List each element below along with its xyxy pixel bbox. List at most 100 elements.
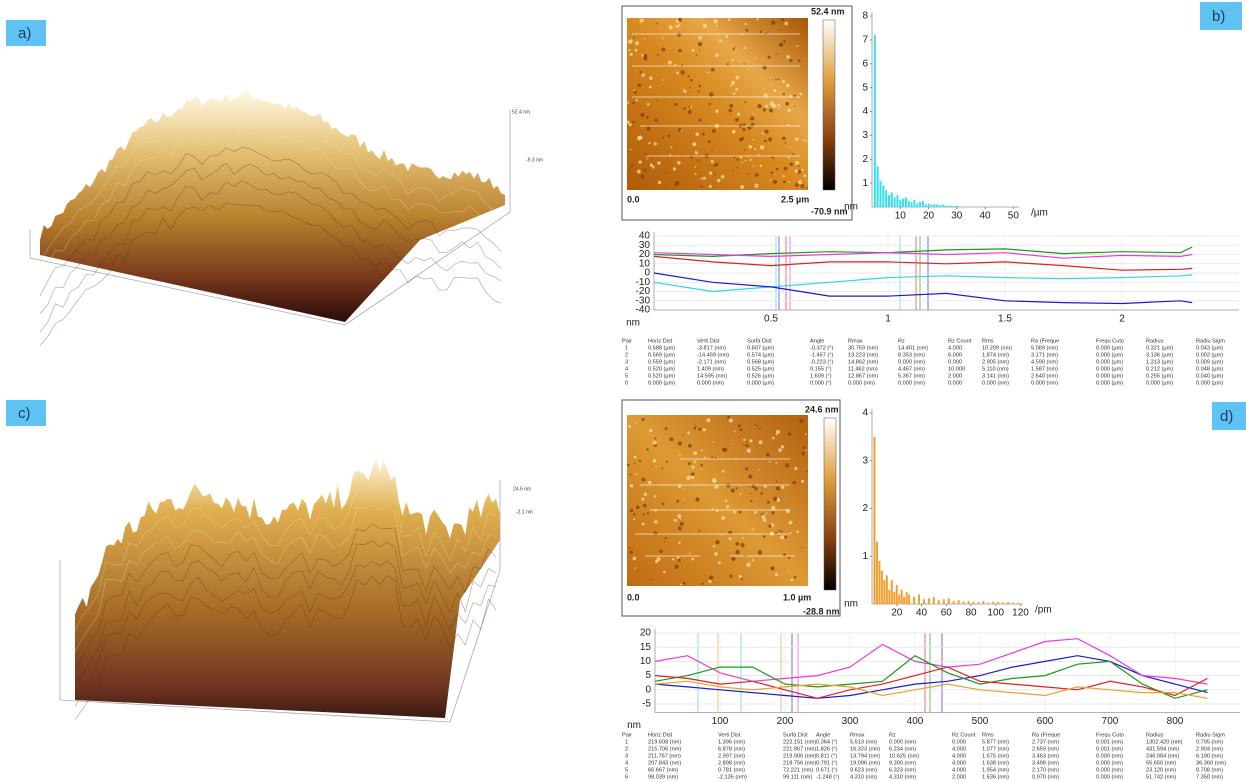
bar — [933, 204, 936, 207]
afm-grain — [745, 29, 749, 32]
surface-texture — [39, 203, 502, 346]
table-header: Rms — [982, 732, 994, 738]
afm-grain — [760, 492, 763, 495]
afm-grain — [635, 41, 639, 46]
table-cell: 4.000 — [948, 345, 962, 351]
afm-grain — [633, 455, 637, 459]
afm-grain — [635, 422, 637, 424]
afm-grain — [730, 80, 736, 85]
table-cell: 1.409 (nm) — [697, 366, 724, 372]
table-cell: 0.520 (µm) — [648, 373, 675, 379]
afm-grain — [743, 63, 745, 65]
panel-label: b) — [1212, 8, 1225, 25]
afm-grain — [649, 428, 653, 433]
table-cell: 6.234 (nm) — [889, 746, 916, 752]
afm-grain — [786, 142, 788, 144]
afm-grain — [678, 48, 682, 53]
table-header: Rmax — [848, 338, 863, 344]
table-cell: 3.463 (nm) — [1032, 753, 1059, 759]
table-cell: 0.040 (µm) — [1196, 373, 1223, 379]
afm-grain — [674, 518, 677, 522]
bar — [900, 589, 903, 604]
table-cell: 5.110 (nm) — [982, 366, 1009, 372]
table-header: Rz Count — [948, 338, 972, 344]
afm-grain — [773, 173, 776, 175]
surface-texture — [74, 485, 497, 632]
afm-grain — [744, 160, 747, 162]
y-axis-label: nm — [626, 318, 640, 329]
surface-texture — [39, 179, 502, 333]
afm-grain — [653, 495, 657, 498]
tables: Pair Horiz Dist Verti Dist Surfa Dist Angle R… — [622, 338, 1226, 780]
afm-grain — [695, 497, 700, 502]
bar — [997, 602, 1000, 604]
afm-grain — [757, 103, 762, 109]
afm-grain — [646, 102, 650, 106]
bar — [942, 599, 945, 604]
afm-grain — [736, 158, 739, 161]
afm-grain — [641, 417, 645, 421]
afm-grain — [714, 457, 717, 459]
panel-label: c) — [18, 405, 31, 422]
bar — [962, 601, 965, 604]
afm-grain — [741, 161, 744, 164]
afm-grain — [787, 156, 790, 159]
afm-grain — [637, 136, 642, 141]
table-cell: 66.667 (nm) — [648, 767, 678, 773]
bar — [977, 602, 980, 604]
table-cell: 0.520 (µm) — [648, 366, 675, 372]
bar — [878, 561, 881, 604]
afm-grain — [799, 418, 804, 424]
afm-grain — [637, 83, 641, 88]
table-cell: 0.000 (µm) — [1096, 373, 1123, 379]
table-cell: 0.569 (µm) — [648, 352, 675, 358]
table-header: Radius — [1146, 732, 1164, 738]
table-cell: 0.000 (nm) — [848, 380, 875, 386]
afm-grain — [629, 550, 633, 554]
afm-grain — [748, 485, 751, 488]
table-cell: 30.759 (nm) — [848, 345, 878, 351]
afm-grain — [698, 427, 702, 431]
afm-grain — [763, 484, 767, 488]
afm-grain — [652, 441, 657, 445]
bar — [899, 199, 902, 207]
profile-line — [653, 272, 1193, 305]
table-cell: 2.659 (nm) — [1032, 746, 1059, 752]
afm-grain — [765, 512, 768, 515]
table-cell: 51.742 (nm) — [1146, 774, 1176, 780]
afm-grain — [680, 70, 685, 75]
afm-grain — [802, 139, 805, 141]
table-cell: 0.526 (µm) — [747, 373, 774, 379]
table-cell: 0.000 (µm) — [1096, 352, 1123, 358]
x-tick-label: 2 — [1119, 314, 1125, 325]
afm-grain — [644, 153, 648, 156]
afm-grain — [709, 92, 714, 97]
colorbar — [822, 19, 836, 191]
y-tick-label: -10 — [636, 277, 651, 288]
afm-grain — [764, 31, 767, 33]
afm-grain — [678, 17, 682, 22]
afm-grain — [652, 166, 655, 169]
table-cell: 5 — [625, 767, 628, 773]
afm-grain — [632, 518, 636, 521]
afm-grain — [749, 158, 752, 162]
y-tick-label: 8 — [862, 11, 868, 22]
afm-grain — [713, 19, 718, 24]
afm-grain — [789, 58, 793, 63]
profile-line — [653, 274, 1193, 293]
y-tick-label: 10 — [639, 258, 651, 269]
afm-grain — [781, 17, 785, 21]
afm-grain — [790, 578, 794, 582]
afm-grain — [643, 492, 648, 496]
afm-grain — [751, 558, 755, 562]
afm-grain — [719, 39, 722, 43]
table-cell: 98.039 (nm) — [648, 774, 678, 780]
table-cell: 9.623 (nm) — [850, 767, 877, 773]
afm-grain — [711, 150, 713, 152]
x-tick-label: 0.5 — [764, 314, 778, 325]
y-tick-label: 10 — [640, 656, 652, 667]
bar — [927, 203, 930, 207]
afm-grain — [787, 570, 789, 572]
table-cell: 0.000 (nm) — [1096, 760, 1123, 766]
afm-grain — [738, 510, 742, 514]
